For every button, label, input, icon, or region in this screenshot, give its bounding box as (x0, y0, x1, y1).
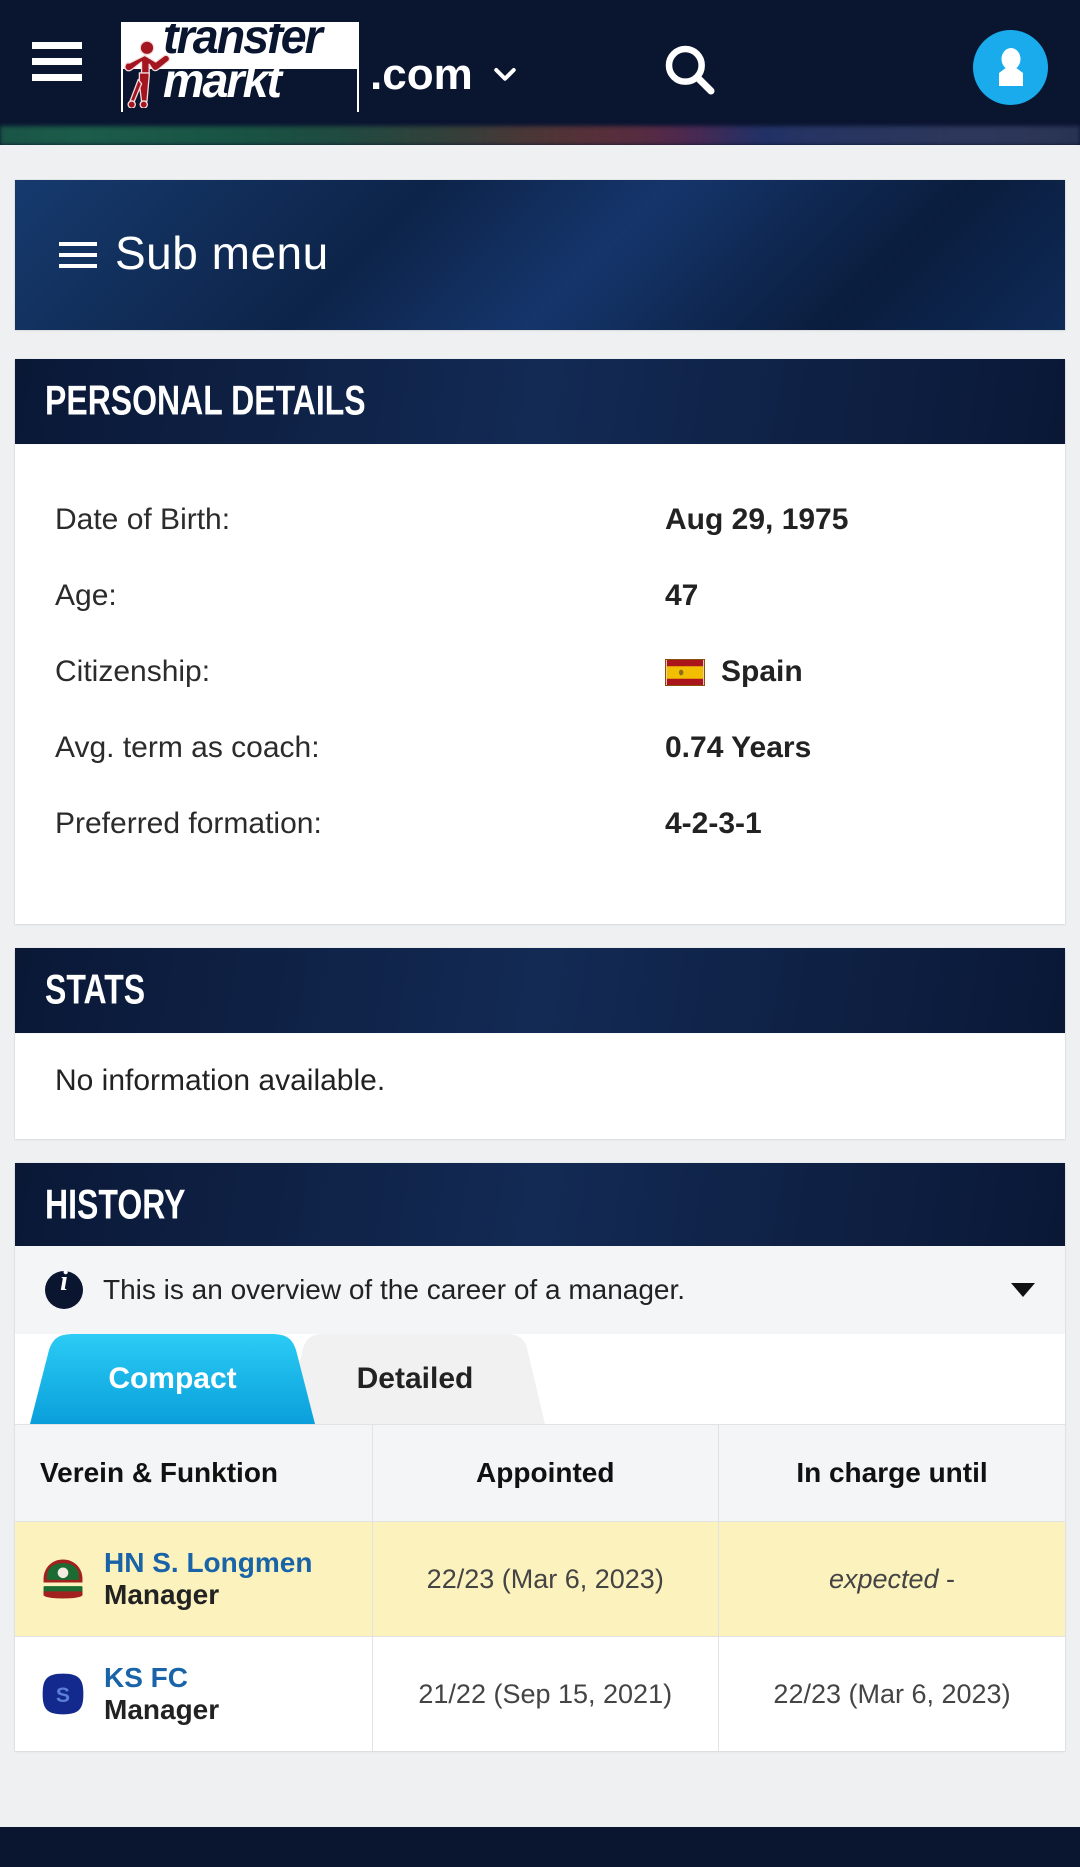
svg-text:S: S (56, 1684, 70, 1707)
